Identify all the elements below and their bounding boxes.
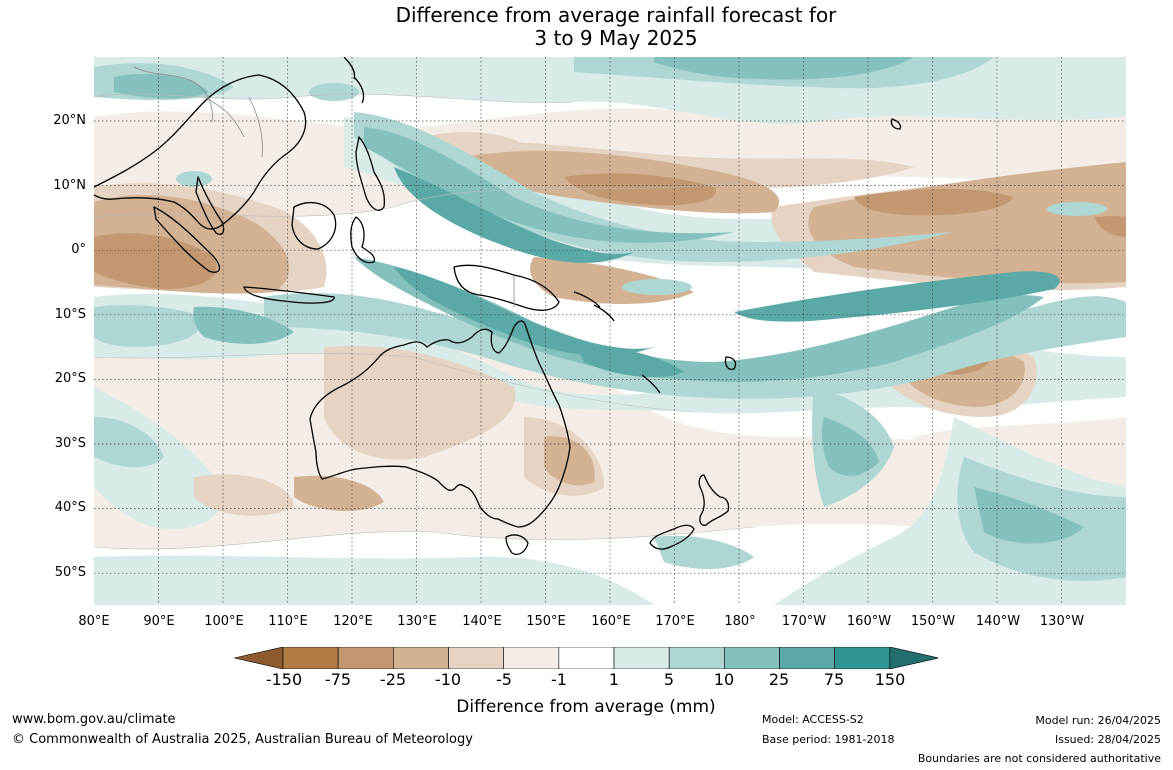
- tasmania-coastline: [505, 534, 529, 556]
- lon-label-160w: 160°W: [846, 614, 892, 629]
- anomaly-fill-wet-strong: [394, 167, 1060, 378]
- anomaly-fill-dry-moderate: [94, 173, 1126, 375]
- lon-label-140e: 140°E: [462, 614, 502, 629]
- legend-extend-high: [889, 647, 938, 669]
- lat-label-50s: 50°S: [54, 565, 86, 580]
- malay-peninsula-coastline: [195, 176, 225, 236]
- new-zealand-south-coastline: [649, 524, 695, 550]
- legend-tick-minus-150: -150: [265, 670, 303, 689]
- japan-coastline: [343, 57, 365, 104]
- legend-colorbar-swatches: [234, 647, 938, 669]
- anomaly-spots: [176, 83, 1107, 295]
- anomaly-fill-wet-moderate: [114, 57, 1084, 544]
- lon-label-160e: 160°E: [591, 614, 631, 629]
- footer-url: www.bom.gov.au/climate: [12, 712, 176, 727]
- lon-label-90e: 90°E: [143, 614, 175, 629]
- legend-swatch: [613, 647, 670, 669]
- legend-tick-5: 5: [663, 670, 675, 689]
- country-borders: [133, 66, 515, 307]
- map-title-line1: Difference from average rainfall forecas…: [395, 3, 837, 27]
- footer-model-run: Model run: 26/04/2025: [1035, 714, 1161, 727]
- lon-label-150w: 150°W: [910, 614, 956, 629]
- legend-swatch: [503, 647, 560, 669]
- philippines-coastline: [355, 136, 386, 211]
- legend-tick-minus-75: -75: [324, 670, 352, 689]
- legend-swatch: [337, 647, 394, 669]
- lat-label-40s: 40°S: [54, 500, 86, 515]
- lon-label-130w: 130°W: [1039, 614, 1085, 629]
- legend-tick-10: 10: [713, 670, 735, 689]
- new-zealand-north-coastline: [698, 474, 730, 526]
- lon-label-140w: 140°W: [975, 614, 1021, 629]
- legend-tick-1: 1: [608, 670, 620, 689]
- legend-swatch: [282, 647, 339, 669]
- footer-model: Model: ACCESS-S2: [762, 713, 864, 726]
- footer-base-period: Base period: 1981-2018: [762, 733, 895, 746]
- legend-title: Difference from average (mm): [456, 697, 716, 717]
- legend-tick-150: 150: [874, 670, 906, 689]
- lon-label-130e: 130°E: [397, 614, 437, 629]
- sulawesi-coastline: [350, 216, 375, 264]
- lon-label-100e: 100°E: [204, 614, 244, 629]
- legend-tick-minus-5: -5: [496, 670, 512, 689]
- new-guinea-coastline: [453, 264, 560, 311]
- map-title: Difference from average rainfall forecas…: [0, 4, 1173, 50]
- lon-label-80e: 80°E: [78, 614, 110, 629]
- solomon-islands-coastline: [573, 291, 615, 322]
- legend-colorbar: [234, 647, 938, 669]
- new-caledonia-coastline: [641, 374, 661, 394]
- footer-disclaimer: Boundaries are not considered authoritat…: [917, 752, 1161, 765]
- legend-tick-25: 25: [768, 670, 790, 689]
- legend-tick-minus-10: -10: [434, 670, 462, 689]
- legend-swatch: [834, 647, 891, 669]
- legend-extend-low: [234, 647, 284, 669]
- lon-label-170w: 170°W: [781, 614, 827, 629]
- legend-tick-75: 75: [823, 670, 845, 689]
- legend-swatch: [448, 647, 504, 669]
- lon-label-150e: 150°E: [526, 614, 566, 629]
- map-gridlines: [94, 57, 1126, 605]
- lat-label-10s: 10°S: [54, 307, 86, 322]
- borneo-coastline: [291, 201, 337, 250]
- legend-tick-minus-25: -25: [379, 670, 407, 689]
- lat-label-10n: 10°N: [53, 178, 86, 193]
- map-title-line2: 3 to 9 May 2025: [534, 26, 698, 50]
- lat-label-20s: 20°S: [54, 371, 86, 386]
- legend-tick-minus-1: -1: [551, 670, 567, 689]
- lon-label-110e: 110°E: [268, 614, 308, 629]
- rainfall-anomaly-map: [94, 57, 1126, 605]
- lat-label-20n: 20°N: [53, 113, 86, 128]
- lat-label-30s: 30°S: [54, 436, 86, 451]
- coastlines: [94, 57, 902, 556]
- lon-label-120e: 120°E: [333, 614, 373, 629]
- lat-label-equator: 0°: [71, 242, 86, 257]
- legend-swatch: [393, 647, 449, 669]
- legend-swatch: [724, 647, 780, 669]
- asia-mainland-coastline: [94, 74, 307, 230]
- map-canvas: [94, 57, 1126, 605]
- footer-copyright: © Commonwealth of Australia 2025, Austra…: [12, 732, 473, 747]
- fiji-coastline: [724, 356, 737, 371]
- lon-label-170e: 170°E: [655, 614, 695, 629]
- australia-coastline: [309, 320, 571, 528]
- legend-swatch: [668, 647, 725, 669]
- footer-issued: Issued: 28/04/2025: [1054, 733, 1161, 746]
- hawaii-coastline: [890, 118, 902, 130]
- legend-swatch: [558, 647, 615, 669]
- legend-swatch: [779, 647, 836, 669]
- sumatra-coastline: [153, 206, 221, 273]
- lon-label-180: 180°: [724, 614, 756, 629]
- java-coastline: [243, 286, 335, 304]
